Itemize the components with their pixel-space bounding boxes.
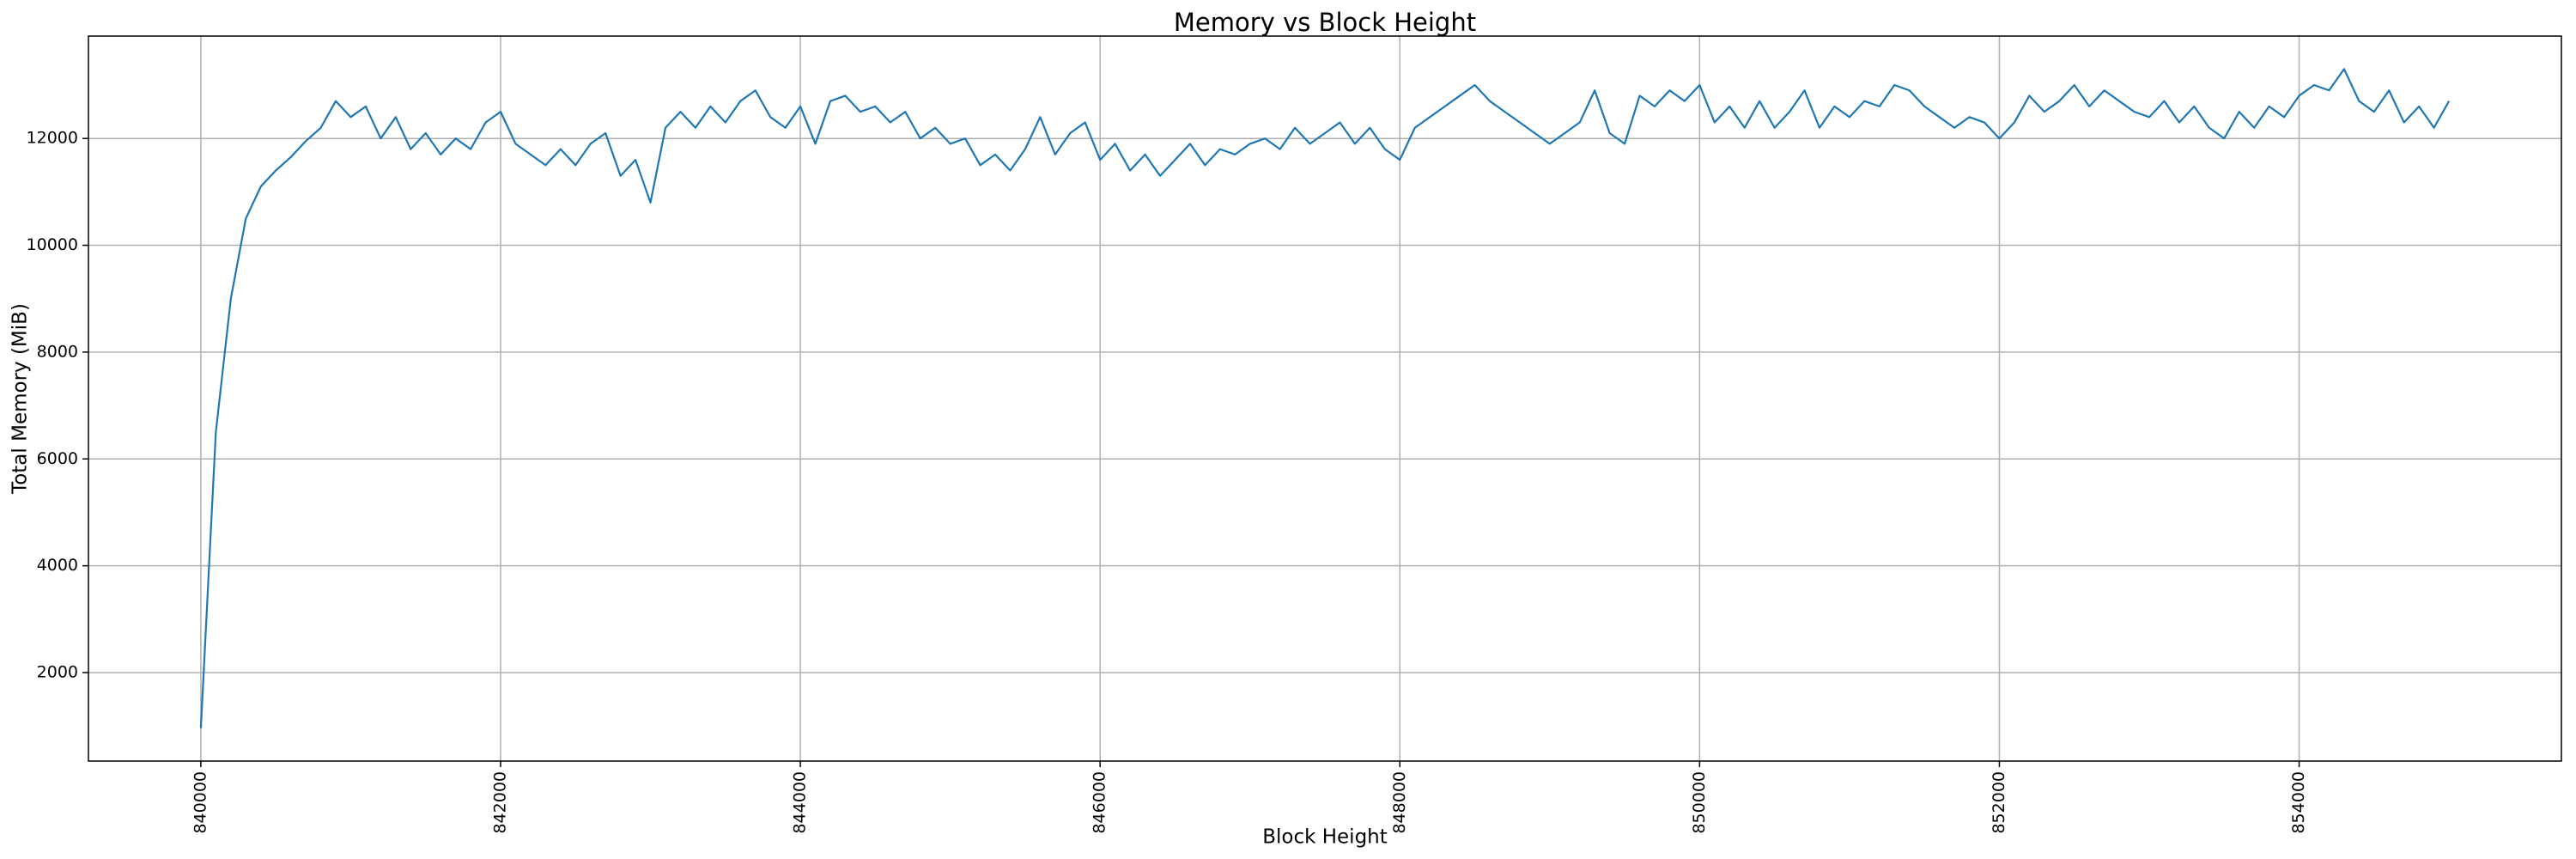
x-tick-label: 848000 bbox=[1390, 771, 1409, 834]
y-tick-label: 12000 bbox=[27, 129, 78, 148]
x-tick-label: 852000 bbox=[1990, 771, 2008, 834]
chart-title: Memory vs Block Height bbox=[1174, 8, 1476, 37]
plot-frame bbox=[88, 35, 2562, 762]
y-tick-label: 6000 bbox=[37, 449, 78, 468]
x-axis-label: Block Height bbox=[1262, 826, 1388, 849]
data-line bbox=[199, 68, 2451, 728]
x-tick-label: 854000 bbox=[2289, 771, 2308, 834]
x-tick-label: 844000 bbox=[791, 771, 810, 834]
x-tick-label: 846000 bbox=[1091, 771, 1109, 834]
y-tick-label: 8000 bbox=[37, 342, 78, 361]
y-tick-label: 10000 bbox=[27, 235, 78, 254]
y-tick-label: 2000 bbox=[37, 662, 78, 681]
y-tick-label: 4000 bbox=[37, 556, 78, 575]
x-tick-label: 842000 bbox=[491, 771, 510, 834]
x-tick-label: 850000 bbox=[1690, 771, 1709, 834]
x-tick-label: 840000 bbox=[191, 771, 210, 834]
y-axis-label: Total Memory (MiB) bbox=[9, 303, 32, 495]
